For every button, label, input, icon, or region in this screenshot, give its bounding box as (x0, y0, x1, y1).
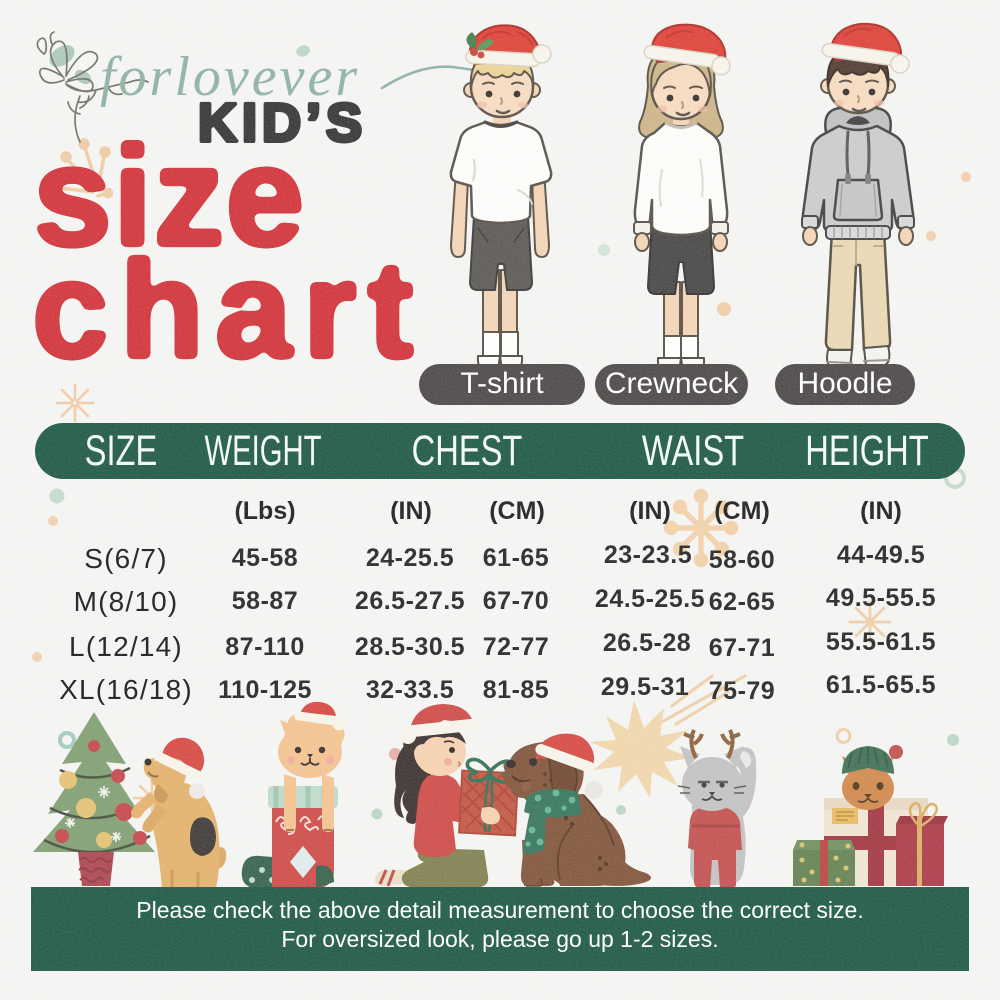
svg-text:chart: chart (32, 233, 424, 380)
svg-text:forlovever: forlovever (100, 46, 360, 108)
